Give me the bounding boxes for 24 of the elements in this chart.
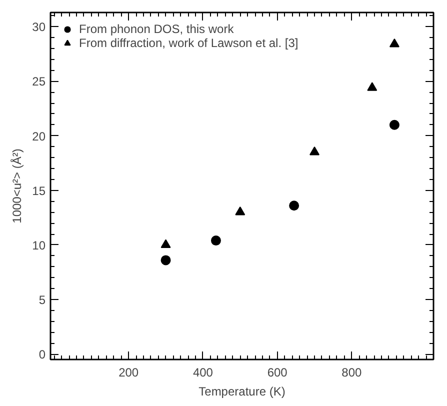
y-tick-label: 0 [38, 348, 46, 362]
y-tick-label: 30 [32, 20, 46, 34]
y-axis-title: 1000<u²> (Å²) [10, 148, 24, 224]
legend-label: From diffraction, work of Lawson et al. [3] [79, 36, 298, 50]
y-tick-label: 10 [32, 238, 46, 252]
x-tick-label: 400 [192, 366, 214, 380]
point [389, 38, 400, 48]
x-axis-title: Temperature (K) [198, 384, 286, 398]
point [235, 206, 246, 216]
y-tick-label: 25 [32, 74, 46, 89]
y-tick-label: 5 [38, 292, 46, 307]
point [310, 146, 320, 156]
y-tick-label: 15 [32, 184, 46, 198]
point [160, 255, 171, 266]
point [289, 200, 300, 211]
point [389, 120, 400, 130]
y-tick-label: 20 [32, 129, 46, 144]
x-tick-label: 200 [118, 366, 139, 380]
point [210, 236, 221, 246]
x-tick-label: 800 [342, 366, 362, 380]
x-tick-label: 600 [267, 366, 288, 380]
point [160, 239, 171, 248]
point [367, 82, 378, 91]
legend-label: From phonon DOS, this work [79, 22, 234, 36]
